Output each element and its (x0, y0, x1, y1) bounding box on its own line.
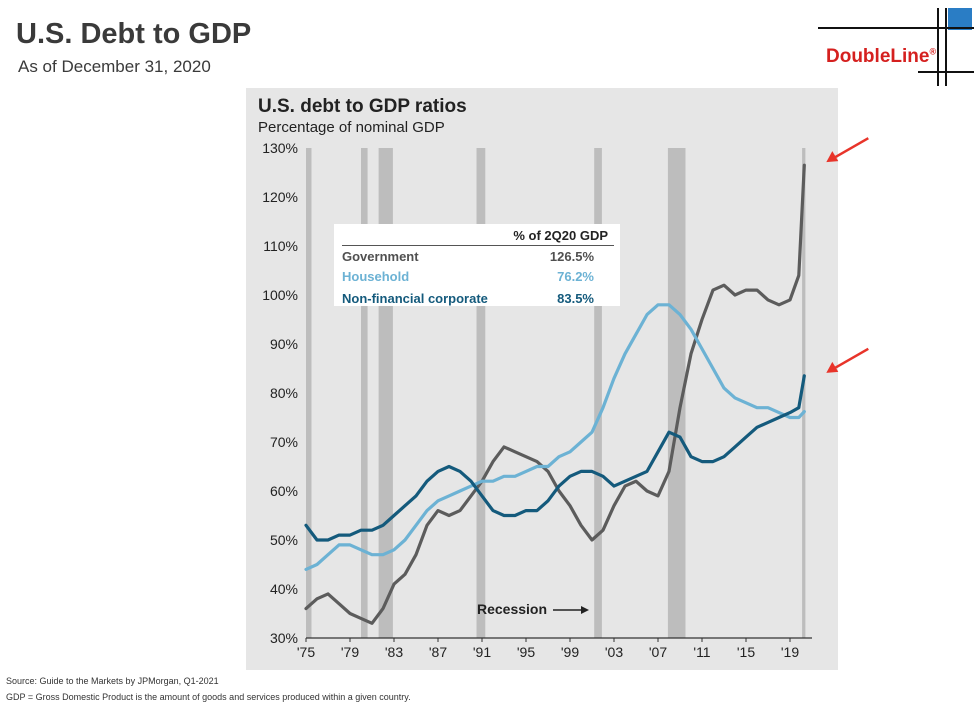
logo-grid-icon (818, 8, 974, 86)
logo-wordmark: DoubleLine® (826, 46, 937, 67)
chart-panel (246, 88, 838, 670)
legend-value: 83.5% (557, 291, 594, 306)
recession-band (476, 148, 486, 638)
legend-value: 76.2% (557, 269, 594, 284)
x-tick-label: '03 (605, 644, 623, 660)
y-tick-label: 130% (262, 140, 298, 156)
recession-band (667, 148, 686, 638)
legend-label: Household (342, 269, 410, 284)
recession-band (306, 148, 312, 638)
y-tick-label: 120% (262, 189, 298, 205)
y-tick-label: 70% (270, 434, 298, 450)
legend-label: Government (342, 249, 419, 264)
x-tick-label: '79 (341, 644, 359, 660)
y-tick-label: 50% (270, 532, 298, 548)
legend-entry-government: Government 126.5% (342, 249, 608, 269)
recession-band (361, 148, 368, 638)
recession-band (594, 148, 602, 638)
legend-value: 126.5% (549, 249, 594, 264)
annotation-arrows (826, 137, 869, 373)
legend-divider (342, 245, 614, 246)
y-tick-label: 110% (263, 238, 298, 254)
series-line-non-financial-corporate (304, 374, 806, 542)
y-tick-label: 40% (270, 581, 298, 597)
y-tick-label: 60% (270, 483, 298, 499)
slide-subtitle: As of December 31, 2020 (18, 57, 211, 76)
slide-title: U.S. Debt to GDP (16, 18, 252, 50)
x-tick-label: '91 (473, 644, 491, 660)
red-arrow-shaft (833, 347, 869, 370)
red-arrow-shaft (833, 137, 869, 159)
x-tick-label: '83 (385, 644, 403, 660)
x-tick-label: '75 (297, 644, 315, 660)
recession-band (802, 148, 806, 638)
x-tick-label: '07 (649, 644, 667, 660)
chart-title: U.S. debt to GDP ratios (258, 96, 467, 117)
recession-label: Recession (477, 601, 591, 617)
x-tick-label: '15 (737, 644, 755, 660)
legend-entry-nonfinancial-corporate: Non-financial corporate 83.5% (342, 291, 608, 311)
y-tick-label: 100% (262, 287, 298, 303)
right-arrow-icon (552, 606, 589, 615)
y-tick-label: 30% (270, 630, 298, 646)
x-tick-label: '11 (693, 644, 710, 660)
x-tick-label: '87 (429, 644, 447, 660)
x-tick-label: '95 (517, 644, 535, 660)
chart-legend: % of 2Q20 GDP Government 126.5% Househol… (334, 224, 620, 306)
series-lines (304, 163, 806, 625)
x-tick-label: '99 (561, 644, 579, 660)
y-tick-label: 90% (270, 336, 298, 352)
x-tick-label: '19 (781, 644, 799, 660)
red-arrow-head (826, 151, 839, 163)
gdp-definition-footnote: GDP = Gross Domestic Product is the amou… (6, 692, 411, 702)
legend-entry-household: Household 76.2% (342, 269, 608, 289)
chart-subtitle: Percentage of nominal GDP (258, 119, 445, 136)
chart-axes: 30% 40% 50% 60% 70% 80% 90% 100% 110% 120% 130% '75… (262, 140, 812, 660)
recession-band (378, 148, 393, 638)
red-arrow-head (826, 361, 839, 373)
doubleline-logo: DoubleLine® (818, 8, 974, 86)
series-line-household (304, 303, 806, 571)
legend-header: % of 2Q20 GDP (513, 228, 608, 243)
legend-label: Non-financial corporate (342, 291, 488, 306)
source-footnote: Source: Guide to the Markets by JPMorgan… (6, 676, 219, 686)
series-line-government (304, 163, 806, 625)
y-tick-label: 80% (270, 385, 298, 401)
